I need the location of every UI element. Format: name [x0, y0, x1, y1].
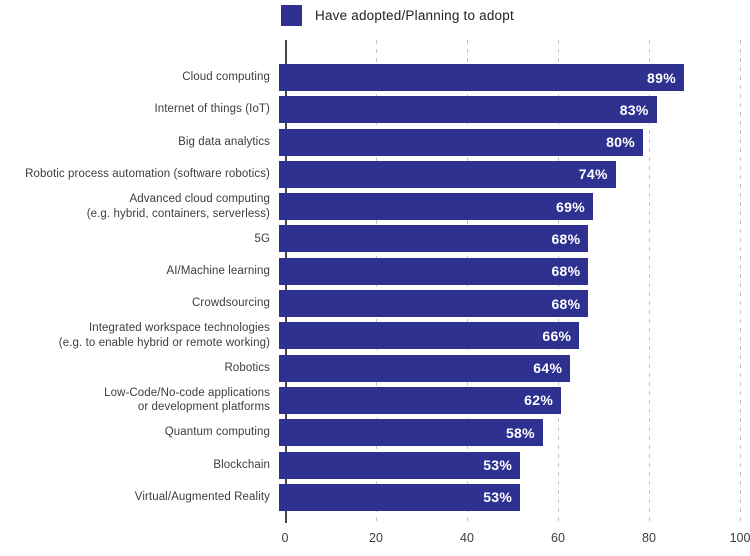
chart-legend: Have adopted/Planning to adopt: [281, 5, 514, 26]
bar-row: Virtual/Augmented Reality 53%: [0, 483, 750, 511]
category-label: Low-Code/No-code applications or develop…: [104, 386, 270, 414]
bar-row: Crowdsourcing 68%: [0, 290, 750, 318]
x-axis-tick-label: 100: [729, 531, 750, 545]
bar-row: Robotic process automation (software rob…: [0, 160, 750, 188]
bar-row: Cloud computing 89%: [0, 64, 750, 91]
bar: 83%: [279, 96, 657, 124]
x-axis-tick-label: 80: [642, 531, 656, 545]
bar: 66%: [279, 322, 580, 350]
category-label: Quantum computing: [164, 426, 270, 439]
bar-rows: Cloud computing 89% Internet of things (Io…: [0, 64, 750, 511]
bar-row: Quantum computing 58%: [0, 419, 750, 447]
bar-track: 74%: [279, 160, 734, 188]
bar-track: 89%: [279, 64, 734, 91]
category-label: Virtual/Augmented Reality: [134, 490, 270, 503]
bar: 58%: [279, 419, 543, 447]
x-axis-tick-label: 60: [551, 531, 565, 545]
category-label: Cloud computing: [182, 71, 270, 84]
bar-value-label: 68%: [551, 230, 581, 247]
bar: 64%: [279, 354, 571, 382]
bar: 68%: [279, 290, 589, 318]
bar-row: Big data analytics 80%: [0, 128, 750, 156]
bar-row: Blockchain 53%: [0, 451, 750, 479]
category-label: Big data analytics: [178, 135, 270, 148]
bar-value-label: 69%: [556, 198, 585, 215]
category-label: Robotics: [224, 361, 270, 374]
bar-track: 80%: [279, 128, 734, 156]
category-label: Blockchain: [213, 458, 270, 471]
bar-track: 62%: [279, 386, 734, 414]
bar-track: 83%: [279, 96, 734, 124]
bar-track: 53%: [279, 483, 734, 511]
bar-row: AI/Machine learning 68%: [0, 257, 750, 285]
category-label: Robotic process automation (software rob…: [25, 167, 270, 180]
bar-track: 68%: [279, 290, 734, 318]
bar-value-label: 68%: [551, 263, 581, 280]
bar-value-label: 66%: [542, 327, 572, 344]
category-label: Advanced cloud computing (e.g. hybrid, c…: [86, 192, 270, 220]
category-label: Crowdsourcing: [192, 297, 270, 310]
gridline: [740, 40, 741, 523]
bar: 68%: [279, 257, 589, 285]
x-axis-tick-label: 0: [281, 531, 289, 545]
bar-value-label: 83%: [619, 101, 649, 118]
bar: 53%: [279, 451, 521, 479]
bar: 74%: [279, 160, 616, 188]
bar-value-label: 80%: [606, 134, 635, 151]
bar: 69%: [279, 193, 593, 221]
bar-value-label: 89%: [647, 69, 676, 86]
bar-value-label: 53%: [483, 489, 513, 506]
bar-track: 66%: [279, 322, 734, 350]
bar-track: 64%: [279, 354, 734, 382]
bar-value-label: 53%: [483, 457, 513, 474]
x-axis: 0 20 40 60 80 100: [281, 531, 750, 549]
bar-row: Internet of things (IoT) 83%: [0, 96, 750, 124]
bar-value-label: 64%: [533, 360, 563, 377]
bar-track: 68%: [279, 257, 734, 285]
category-label: Internet of things (IoT): [154, 103, 270, 116]
category-label: AI/Machine learning: [166, 264, 270, 277]
bar-value-label: 68%: [551, 295, 581, 312]
bar: 80%: [279, 128, 643, 156]
chart-plot-area: Cloud computing 89% Internet of things (Io…: [0, 40, 750, 523]
bar-value-label: 74%: [578, 166, 608, 183]
bar-row: Integrated workspace technologies (e.g. …: [0, 321, 750, 350]
legend-swatch: [281, 5, 302, 26]
x-axis-tick-label: 20: [369, 531, 383, 545]
category-label: Integrated workspace technologies (e.g. …: [58, 321, 270, 349]
bar: 62%: [279, 386, 562, 414]
bar-value-label: 62%: [524, 392, 554, 409]
bar: 68%: [279, 225, 589, 253]
bar: 89%: [279, 64, 684, 91]
bar-track: 53%: [279, 451, 734, 479]
category-label: 5G: [254, 232, 270, 245]
gridline: [649, 40, 650, 523]
bar-row: Advanced cloud computing (e.g. hybrid, c…: [0, 192, 750, 221]
bar-track: 69%: [279, 193, 734, 221]
bar-track: 68%: [279, 225, 734, 253]
legend-label: Have adopted/Planning to adopt: [315, 8, 514, 23]
bar-row: Low-Code/No-code applications or develop…: [0, 387, 750, 414]
bar-track: 58%: [279, 419, 734, 447]
bar-value-label: 58%: [505, 424, 535, 441]
bar: 53%: [279, 483, 521, 511]
x-axis-tick-label: 40: [460, 531, 474, 545]
bar-row: 5G 68%: [0, 225, 750, 253]
bar-row: Robotics 64%: [0, 354, 750, 382]
